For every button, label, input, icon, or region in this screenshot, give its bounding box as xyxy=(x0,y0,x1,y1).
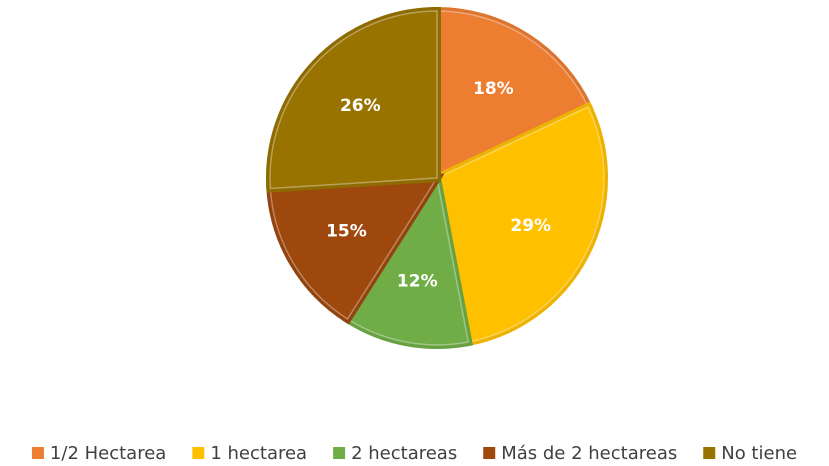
legend-label: 2 hectareas xyxy=(351,443,457,464)
legend-swatch xyxy=(31,447,44,459)
pie-slice-inner xyxy=(269,177,439,321)
legend-swatch xyxy=(483,447,496,459)
legend-swatch xyxy=(192,447,205,459)
legend-label: 1 hectarea xyxy=(210,443,307,464)
data-label: 29% xyxy=(510,216,551,236)
pie-slice-inner xyxy=(346,175,470,346)
data-label: 15% xyxy=(326,222,367,242)
data-label: 18% xyxy=(473,79,514,99)
legend-swatch xyxy=(703,447,716,459)
data-label: 12% xyxy=(397,271,438,291)
legend-label: 1/2 Hectarea xyxy=(50,443,166,464)
data-label: 26% xyxy=(340,96,381,116)
pie-slice-inner xyxy=(436,10,590,180)
pie-slice-inner xyxy=(269,10,438,190)
pie-slice-inner xyxy=(436,105,605,343)
legend-swatch xyxy=(333,447,346,459)
legend-label: No tiene xyxy=(721,443,797,464)
legend-label: Más de 2 hectareas xyxy=(501,443,677,464)
